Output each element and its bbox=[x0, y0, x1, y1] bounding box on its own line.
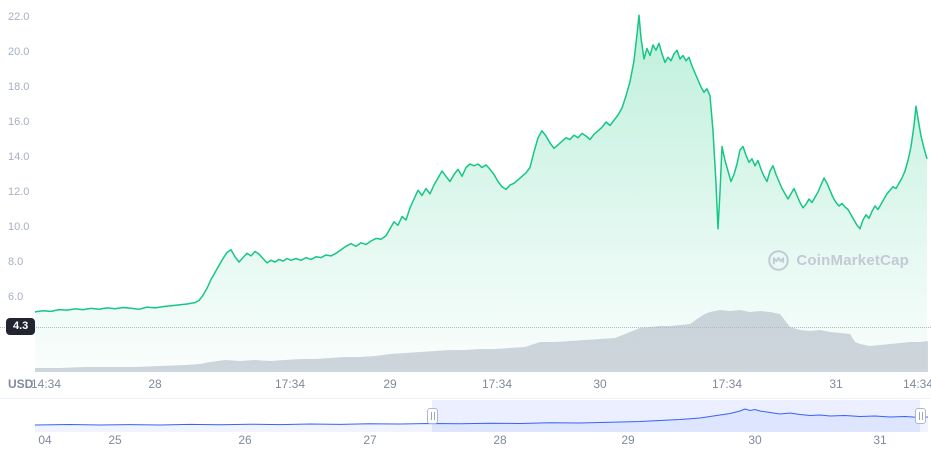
y-axis-label: 6.0 bbox=[8, 291, 24, 303]
nav-date-label: 30 bbox=[748, 433, 762, 447]
x-axis-label: 14:34 bbox=[902, 377, 931, 391]
volume-area bbox=[35, 310, 928, 372]
nav-date-label: 31 bbox=[873, 433, 887, 447]
navigator-right-handle[interactable] bbox=[915, 408, 926, 424]
drag-handle-icon bbox=[430, 412, 435, 420]
nav-date-label: 04 bbox=[38, 433, 52, 447]
price-area-fill bbox=[35, 15, 927, 375]
coinmarketcap-logo-icon bbox=[768, 250, 790, 271]
x-axis-label: 31 bbox=[829, 377, 843, 391]
y-axis-label: 18.0 bbox=[8, 81, 30, 93]
nav-date-label: 26 bbox=[238, 433, 252, 447]
main-price-chart[interactable]: 22.0 20.0 18.0 16.0 14.0 12.0 10.0 8.0 6.0 4.3 C… bbox=[0, 0, 931, 375]
x-axis-label: 29 bbox=[383, 377, 397, 391]
x-axis-label: 17:34 bbox=[481, 377, 513, 391]
navigator-line bbox=[34, 408, 929, 426]
range-navigator[interactable]: 04 25 26 27 28 29 30 31 bbox=[0, 398, 931, 451]
x-axis-label: 17:34 bbox=[711, 377, 743, 391]
nav-date-label: 27 bbox=[363, 433, 377, 447]
y-axis-label: 14.0 bbox=[8, 151, 30, 163]
navigator-area-fill bbox=[35, 409, 928, 432]
y-axis-label: 22.0 bbox=[8, 11, 30, 23]
y-axis-label: 20.0 bbox=[8, 46, 30, 58]
x-axis-label: 14:34 bbox=[30, 377, 62, 391]
nav-date-label: 28 bbox=[493, 433, 507, 447]
y-axis-label: 16.0 bbox=[8, 116, 30, 128]
coinmarketcap-watermark: CoinMarketCap bbox=[768, 250, 909, 271]
drag-handle-icon bbox=[918, 412, 923, 420]
currency-unit-label: USD bbox=[8, 377, 34, 391]
current-price-badge: 4.3 bbox=[6, 317, 36, 335]
navigator-canvas[interactable] bbox=[0, 400, 931, 432]
y-axis-label: 10.0 bbox=[8, 221, 30, 233]
price-line bbox=[34, 14, 928, 313]
x-axis-label: 17:34 bbox=[274, 377, 306, 391]
nav-date-label: 25 bbox=[108, 433, 122, 447]
price-chart-canvas[interactable] bbox=[0, 0, 931, 375]
y-axis-label: 8.0 bbox=[8, 256, 24, 268]
navigator-left-handle[interactable] bbox=[427, 408, 438, 424]
y-axis-label: 12.0 bbox=[8, 186, 30, 198]
nav-date-label: 29 bbox=[621, 433, 635, 447]
watermark-label: CoinMarketCap bbox=[796, 252, 909, 269]
current-price-line bbox=[0, 326, 931, 328]
x-axis: USD 14:34 28 17:34 29 17:34 30 17:34 31 14:34 bbox=[0, 372, 931, 396]
x-axis-label: 30 bbox=[593, 377, 607, 391]
x-axis-label: 28 bbox=[148, 377, 162, 391]
